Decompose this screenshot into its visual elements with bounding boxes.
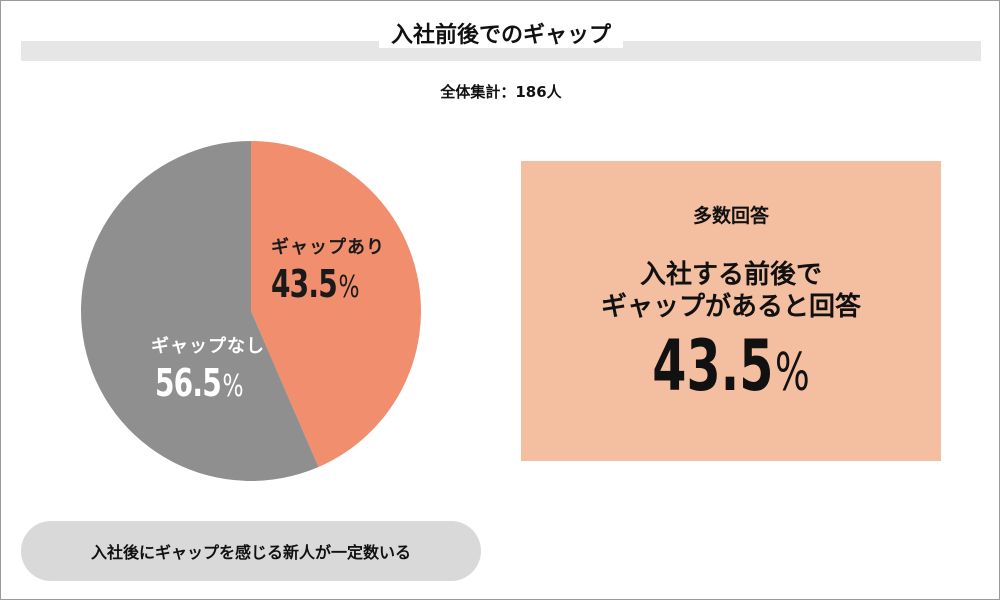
summary-heading: 多数回答	[692, 205, 769, 227]
title-bar	[21, 41, 981, 61]
pie-chart	[81, 141, 421, 481]
pie-slice-gap-yes	[251, 141, 421, 468]
slice-name-gap-no: ギャップなし	[151, 336, 265, 357]
summary-box: 多数回答 入社する前後で ギャップがあると回答 43.5%	[521, 161, 941, 461]
chart-title-text: 入社前後でのギャップ	[378, 23, 623, 48]
slice-value-gap-no: 56.5%	[155, 361, 244, 405]
slice-name-gap-yes: ギャップあり	[271, 237, 385, 258]
summary-line-1: 入社する前後で	[639, 260, 822, 290]
summary-text: 入社する前後で ギャップがあると回答	[521, 259, 941, 323]
slice-value-gap-yes: 43.5%	[271, 262, 360, 306]
chart-subtitle: 全体集計：186人	[440, 83, 562, 101]
slice-label-gap-no: ギャップなし 56.5%	[151, 336, 265, 405]
chart-title: 入社前後でのギャップ	[1, 21, 1000, 51]
summary-value: 43.5%	[652, 325, 810, 407]
footer-pill: 入社後にギャップを感じる新人が一定数いる	[21, 521, 481, 581]
pie-slice-gap-no	[81, 141, 319, 481]
slice-label-gap-yes: ギャップあり 43.5%	[271, 237, 385, 306]
summary-line-2: ギャップがあると回答	[600, 292, 861, 322]
